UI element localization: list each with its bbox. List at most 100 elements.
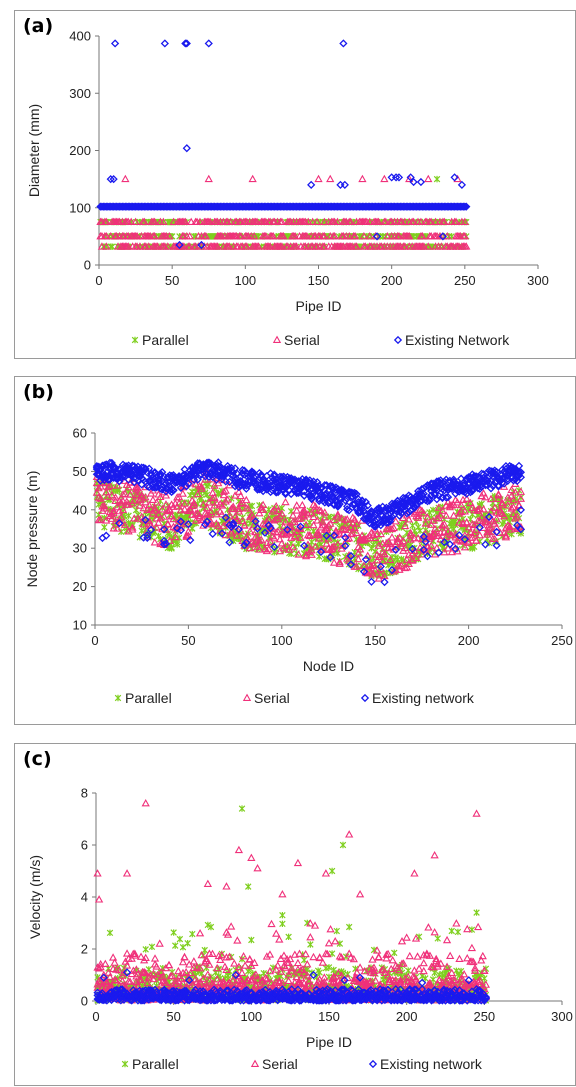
data-point [268,921,274,927]
y-tick-label: 20 [73,579,87,594]
data-point [206,176,212,182]
data-point [425,176,431,182]
x-tick-label: 200 [458,633,480,648]
data-point [181,954,187,960]
x-tick-label: 50 [181,633,195,648]
data-point [247,956,253,962]
data-point [238,493,244,499]
x-axis-label: Node ID [303,658,354,674]
x-tick-label: 50 [165,273,179,288]
data-point [228,923,234,929]
x-tick-label: 300 [527,273,549,288]
data-point [407,953,413,959]
data-point [231,960,237,966]
y-axis-label: Velocity (m/s) [27,855,43,939]
data-point [413,519,419,525]
data-point [149,944,155,950]
data-point [403,935,409,941]
data-point [447,953,453,959]
data-point [455,929,461,935]
data-point [280,912,286,918]
data-point [326,940,332,946]
data-point [172,942,178,948]
y-tick-label: 100 [69,200,91,215]
data-point [381,579,387,585]
data-point [191,958,197,964]
data-point [346,924,352,930]
x-tick-label: 100 [271,633,293,648]
y-tick-label: 300 [69,86,91,101]
data-point [185,940,191,946]
data-point [273,931,279,937]
legend-label: Existing network [372,690,475,706]
x-axis-label: Pipe ID [296,298,342,314]
legend-marker [244,695,250,701]
y-tick-label: 30 [73,541,87,556]
legend-marker [132,337,138,343]
data-point [469,945,475,951]
data-point [389,957,395,963]
y-tick-label: 6 [81,838,88,853]
x-tick-label: 0 [95,273,102,288]
y-tick-label: 2 [81,942,88,957]
data-point [122,176,128,182]
data-point [171,929,177,935]
y-tick-label: 40 [73,502,87,517]
data-point [340,842,346,848]
y-tick-label: 200 [69,143,91,158]
y-tick-label: 10 [73,618,87,633]
data-point [327,926,333,932]
data-point [184,145,190,151]
x-tick-label: 250 [473,1009,495,1024]
data-point [225,932,231,938]
data-point [102,524,108,530]
data-point [334,928,340,934]
x-tick-label: 250 [454,273,476,288]
data-point [416,966,422,972]
y-tick-label: 60 [73,426,87,441]
data-point [156,940,162,946]
legend-marker [115,695,121,701]
y-tick-label: 50 [73,464,87,479]
data-point [308,182,314,188]
x-tick-label: 100 [240,1009,262,1024]
data-point [327,176,333,182]
data-point [208,924,214,930]
x-tick-label: 300 [551,1009,573,1024]
y-tick-label: 400 [69,29,91,44]
data-point [239,805,245,811]
data-point [475,924,481,930]
y-tick-label: 4 [81,890,88,905]
data-point [175,968,181,974]
data-point [190,931,196,937]
legend-label: Parallel [142,332,189,348]
y-tick-label: 0 [81,994,88,1009]
y-axis-label: Diameter (mm) [26,104,42,197]
legend-label: Parallel [125,690,172,706]
data-point [286,934,292,940]
data-point [234,937,240,943]
data-point [245,883,251,889]
x-tick-label: 100 [234,273,256,288]
legend-marker [395,337,401,343]
x-tick-label: 150 [308,273,330,288]
data-point [107,930,113,936]
legend-marker [274,337,280,343]
data-point [369,956,375,962]
data-point [206,40,212,46]
x-tick-label: 150 [318,1009,340,1024]
data-point [310,954,316,960]
data-point [152,539,158,545]
data-point [112,40,118,46]
data-point [102,961,108,967]
data-point [435,935,441,941]
data-point [295,960,301,966]
data-point [474,909,480,915]
data-point [425,924,431,930]
data-point [239,970,245,976]
